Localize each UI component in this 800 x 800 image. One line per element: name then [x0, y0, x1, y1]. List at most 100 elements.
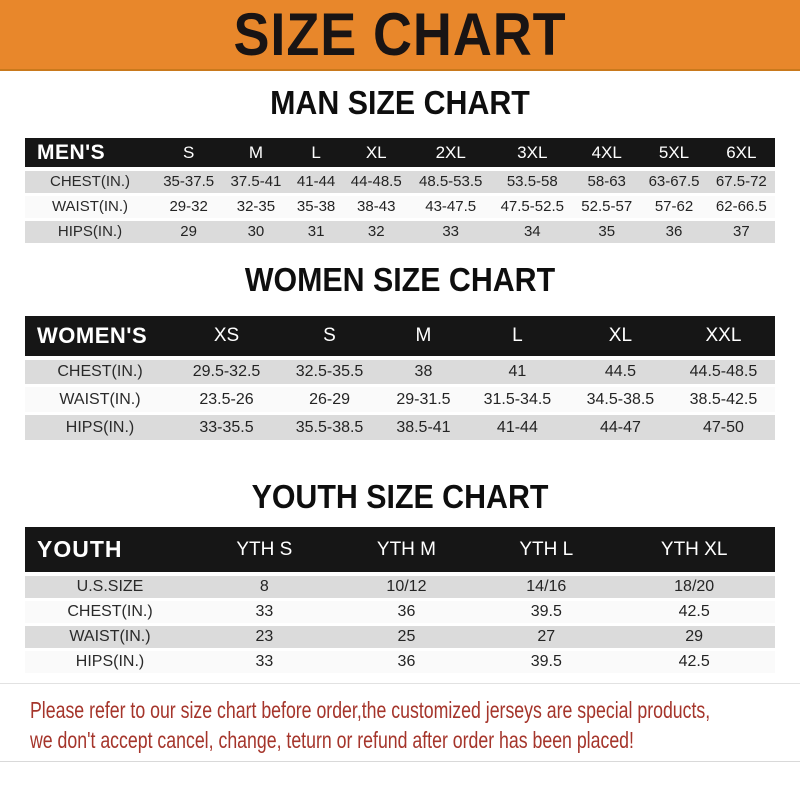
- women-header-row: WOMEN'S XS S M L XL XXL: [25, 315, 775, 358]
- size-value-cell: 37: [732, 223, 750, 240]
- size-header-cell: XXL: [705, 324, 742, 346]
- table-row: CHEST(IN.) 35-37.5 37.5-41 41-44 44-48.5…: [25, 169, 775, 194]
- size-value-cell: 29.5-32.5: [192, 362, 261, 380]
- size-value-cell: 25: [397, 627, 416, 645]
- table-row: HIPS(IN.) 33 36 39.5 42.5: [25, 649, 775, 674]
- footer-note: Please refer to our size chart before or…: [30, 695, 800, 755]
- size-value-cell: 36: [397, 652, 416, 670]
- divider: [0, 682, 800, 684]
- size-value-cell: 27: [537, 627, 556, 645]
- size-header-cell: YTH L: [519, 538, 574, 560]
- size-value-cell: 41-44: [296, 173, 336, 191]
- table-row: WAIST(IN.) 23 25 27 29: [25, 624, 775, 649]
- size-header-cell: S: [323, 324, 336, 346]
- size-value-cell: 48.5-53.5: [418, 173, 483, 191]
- size-value-cell: 29: [685, 627, 704, 645]
- size-value-cell: 32-35: [236, 198, 276, 215]
- size-value-cell: 47-50: [702, 418, 744, 436]
- size-value-cell: 39.5: [530, 652, 562, 670]
- row-label: WAIST(IN.): [59, 390, 141, 408]
- row-label: HIPS(IN.): [65, 418, 135, 436]
- table-row: WAIST(IN.) 29-32 32-35 35-38 38-43 43-47…: [25, 194, 775, 219]
- youth-section-heading: YOUTH SIZE CHART: [251, 478, 549, 515]
- size-value-cell: 44-47: [599, 418, 641, 436]
- size-value-cell: 43-47.5: [425, 198, 477, 215]
- size-value-cell: 23.5-26: [199, 390, 254, 408]
- table-row: HIPS(IN.) 33-35.5 35.5-38.5 38.5-41 41-4…: [25, 413, 775, 442]
- size-value-cell: 37.5-41: [230, 173, 282, 191]
- size-value-cell: 36: [397, 602, 416, 620]
- size-header-cell: YTH S: [236, 538, 293, 560]
- women-section-heading: WOMEN SIZE CHART: [244, 260, 556, 298]
- size-value-cell: 44.5-48.5: [689, 362, 758, 380]
- size-value-cell: 30: [247, 223, 265, 240]
- size-value-cell: 29: [180, 223, 197, 240]
- size-value-cell: 18/20: [674, 577, 715, 595]
- size-header-cell: 3XL: [517, 142, 548, 162]
- size-value-cell: 32.5-35.5: [295, 362, 364, 380]
- size-value-cell: 53.5-58: [506, 173, 558, 191]
- table-row: WAIST(IN.) 23.5-26 26-29 29-31.5 31.5-34…: [25, 385, 775, 414]
- youth-size-table: YOUTH YTH S YTH M YTH L YTH XL U.S.SIZE …: [25, 527, 775, 676]
- size-value-cell: 67.5-72: [715, 173, 767, 191]
- size-value-cell: 41-44: [496, 418, 538, 436]
- size-header-cell: 2XL: [435, 142, 466, 162]
- size-value-cell: 10/12: [386, 577, 427, 595]
- youth-header-row: YOUTH YTH S YTH M YTH L YTH XL: [25, 527, 775, 574]
- size-value-cell: 42.5: [678, 602, 710, 620]
- size-value-cell: 23: [255, 627, 274, 645]
- banner: SIZE CHART: [0, 0, 800, 71]
- size-header-cell: 4XL: [591, 142, 622, 162]
- size-value-cell: 42.5: [678, 652, 710, 670]
- size-header-cell: S: [182, 142, 195, 162]
- size-header-cell: L: [512, 324, 523, 346]
- row-label: WAIST(IN.): [51, 198, 129, 215]
- row-label: CHEST(IN.): [50, 173, 130, 191]
- size-value-cell: 62-66.5: [715, 198, 767, 215]
- size-header-cell: YTH XL: [660, 538, 728, 560]
- size-value-cell: 35-37.5: [163, 173, 215, 191]
- man-size-table: MEN'S S M L XL 2XL 3XL 4XL 5XL 6XL CHEST…: [25, 138, 775, 246]
- size-value-cell: 39.5: [530, 602, 562, 620]
- women-size-table: WOMEN'S XS S M L XL XXL CHEST(IN.) 29.5-…: [25, 315, 775, 444]
- size-header-cell: XL: [365, 142, 387, 162]
- size-value-cell: 26-29: [309, 390, 350, 408]
- size-value-cell: 14/16: [526, 577, 567, 595]
- size-value-cell: 38.5-42.5: [689, 390, 758, 408]
- man-header-row: MEN'S S M L XL 2XL 3XL 4XL 5XL 6XL: [25, 138, 775, 169]
- size-value-cell: 38: [414, 362, 433, 380]
- size-value-cell: 29-31.5: [396, 390, 451, 408]
- size-value-cell: 33: [255, 652, 274, 670]
- size-value-cell: 38-43: [357, 198, 396, 215]
- row-label: CHEST(IN.): [67, 602, 153, 620]
- size-header-cell: XS: [213, 324, 240, 346]
- row-label: CHEST(IN.): [57, 362, 143, 380]
- size-value-cell: 35: [598, 223, 616, 240]
- size-value-cell: 41: [508, 362, 527, 380]
- size-value-cell: 34: [523, 223, 541, 240]
- footer-line-1: Please refer to our size chart before or…: [30, 696, 711, 723]
- size-value-cell: 38.5-41: [396, 418, 451, 436]
- size-value-cell: 36: [665, 223, 683, 240]
- women-corner-cell: WOMEN'S: [37, 322, 148, 348]
- size-header-cell: M: [248, 142, 264, 162]
- youth-corner-cell: YOUTH: [37, 536, 123, 562]
- table-row: CHEST(IN.) 29.5-32.5 32.5-35.5 38 41 44.…: [25, 357, 775, 386]
- size-value-cell: 34.5-38.5: [586, 390, 655, 408]
- size-value-cell: 31: [307, 223, 325, 240]
- size-header-cell: 5XL: [658, 142, 690, 162]
- table-row: U.S.SIZE 8 10/12 14/16 18/20: [25, 574, 775, 599]
- size-value-cell: 63-67.5: [648, 173, 700, 191]
- size-value-cell: 47.5-52.5: [500, 198, 564, 215]
- size-value-cell: 44.5: [604, 362, 636, 380]
- size-value-cell: 8: [259, 577, 269, 595]
- size-value-cell: 35.5-38.5: [295, 418, 364, 436]
- size-value-cell: 57-62: [654, 198, 694, 215]
- footer-line-2: we don't accept cancel, change, teturn o…: [30, 726, 634, 753]
- size-header-cell: M: [415, 324, 432, 346]
- size-value-cell: 33: [255, 602, 274, 620]
- size-value-cell: 44-48.5: [350, 173, 402, 191]
- row-label: WAIST(IN.): [69, 627, 151, 645]
- size-value-cell: 33-35.5: [199, 418, 254, 436]
- size-header-cell: YTH M: [376, 538, 436, 560]
